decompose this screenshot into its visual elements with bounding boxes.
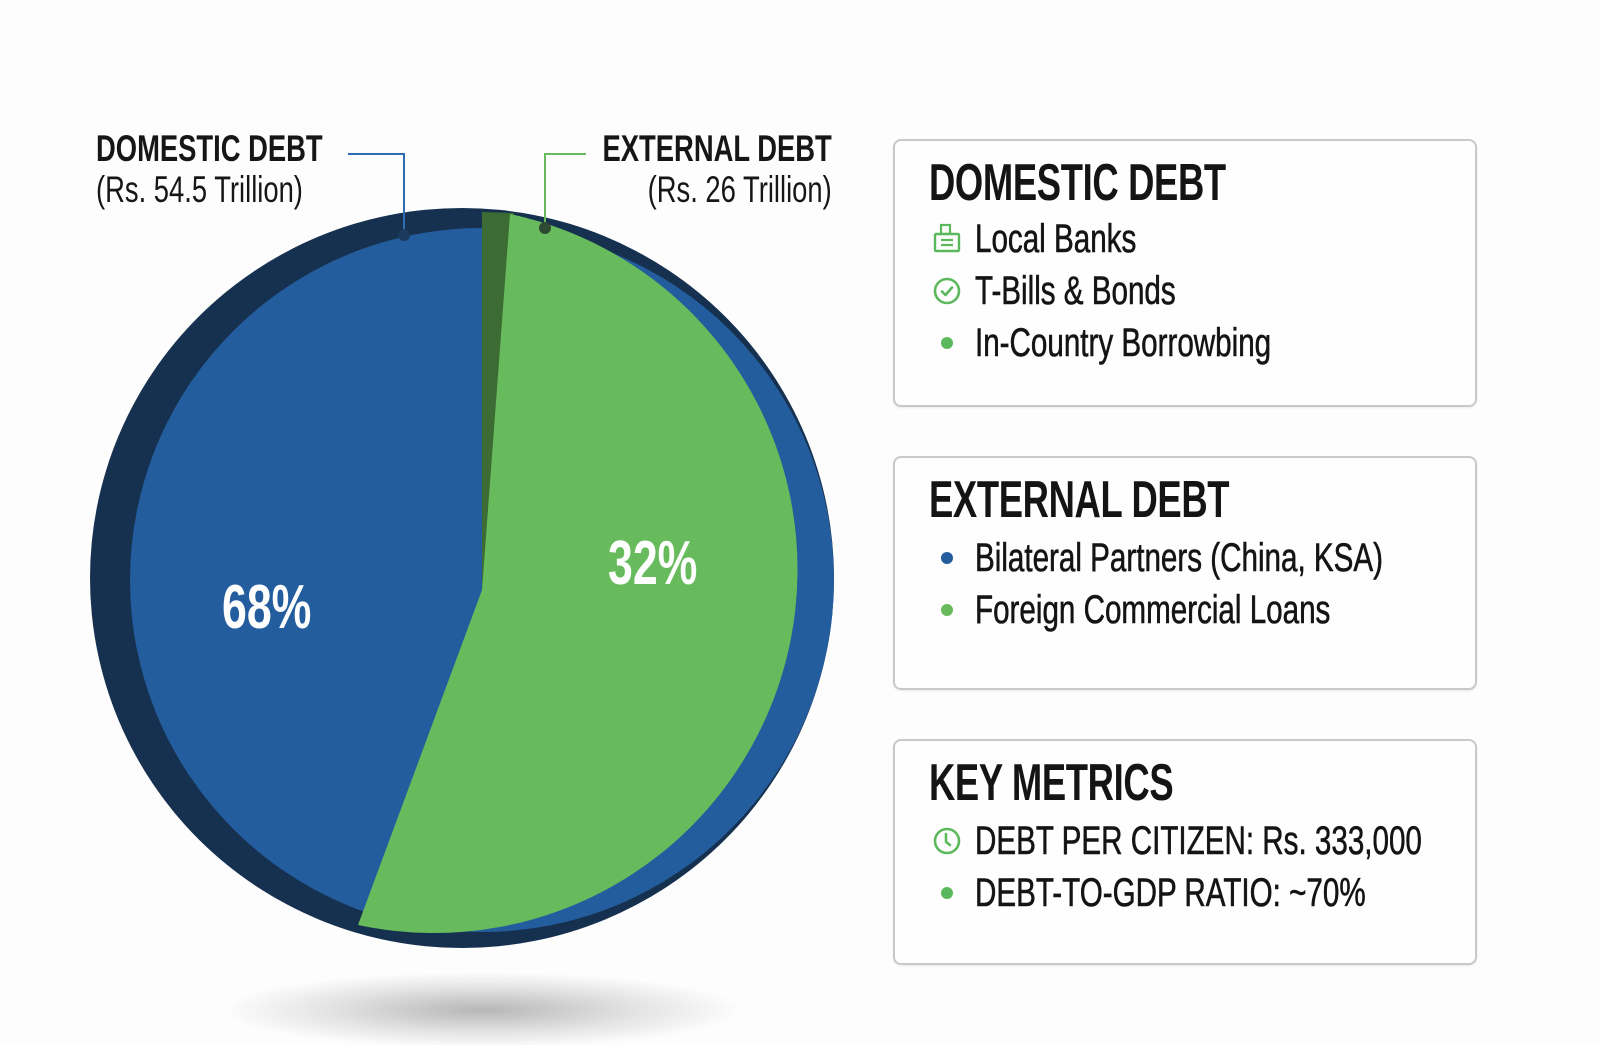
list-item-label: T-Bills & Bonds: [975, 268, 1176, 313]
check-circle-icon: [929, 273, 965, 309]
panel-external-title: EXTERNAL DEBT: [929, 471, 1230, 529]
slice-label-external: 32%: [608, 529, 698, 598]
list-item: DEBT PER CITIZEN: Rs. 333,000: [929, 818, 1579, 863]
list-item-label: Local Banks: [975, 216, 1137, 261]
leader-line-domestic: [348, 153, 405, 235]
list-item: Foreign Commercial Loans: [929, 587, 1455, 632]
pie-slice-external: [358, 214, 798, 934]
bullet-dot-icon: [929, 592, 965, 628]
slice-label-domestic: 68%: [222, 573, 312, 642]
leader-dot-domestic: [398, 229, 410, 241]
list-item: In-Country Borrowbing: [929, 320, 1375, 365]
list-item: Local Banks: [929, 216, 1193, 261]
list-item: T-Bills & Bonds: [929, 268, 1246, 313]
callout-domestic: DOMESTIC DEBT (Rs. 54.5 Trillion): [96, 128, 402, 211]
panel-domestic-title: DOMESTIC DEBT: [929, 154, 1226, 212]
pie-shadow: [222, 972, 742, 1045]
bullet-dot-icon: [929, 540, 965, 576]
callout-external-title: EXTERNAL DEBT: [602, 128, 832, 169]
callout-domestic-amount: (Rs. 54.5 Trillion): [96, 169, 303, 211]
leader-dot-external: [539, 222, 551, 234]
list-item-label: DEBT PER CITIZEN: Rs. 333,000: [975, 818, 1422, 863]
list-item-label: In-Country Borrowbing: [975, 320, 1272, 365]
list-item: DEBT-TO-GDP RATIO: ~70%: [929, 870, 1503, 915]
callout-external-amount: (Rs. 26 Trillion): [647, 169, 832, 211]
list-item-label: Foreign Commercial Loans: [975, 587, 1331, 632]
bullet-dot-icon: [929, 325, 965, 361]
list-item-label: DEBT-TO-GDP RATIO: ~70%: [975, 870, 1366, 915]
list-item: Bilateral Partners (China, KSA): [929, 535, 1526, 580]
panel-external-debt: EXTERNAL DEBT Bilateral Partners (China,…: [893, 456, 1477, 690]
list-item-label: Bilateral Partners (China, KSA): [975, 535, 1383, 580]
panel-domestic-debt: DOMESTIC DEBT Local Banks T-Bills & Bond…: [893, 139, 1477, 407]
bank-icon: [929, 221, 965, 257]
panel-key-metrics: KEY METRICS DEBT PER CITIZEN: Rs. 333,00…: [893, 739, 1477, 965]
bullet-dot-icon: [929, 875, 965, 911]
callout-external: EXTERNAL DEBT (Rs. 26 Trillion): [522, 128, 832, 211]
pie-chart: [90, 153, 834, 1045]
leader-line-external: [544, 153, 586, 228]
panel-metrics-title: KEY METRICS: [929, 754, 1174, 812]
callout-domestic-title: DOMESTIC DEBT: [96, 128, 323, 169]
clock-icon: [929, 823, 965, 859]
